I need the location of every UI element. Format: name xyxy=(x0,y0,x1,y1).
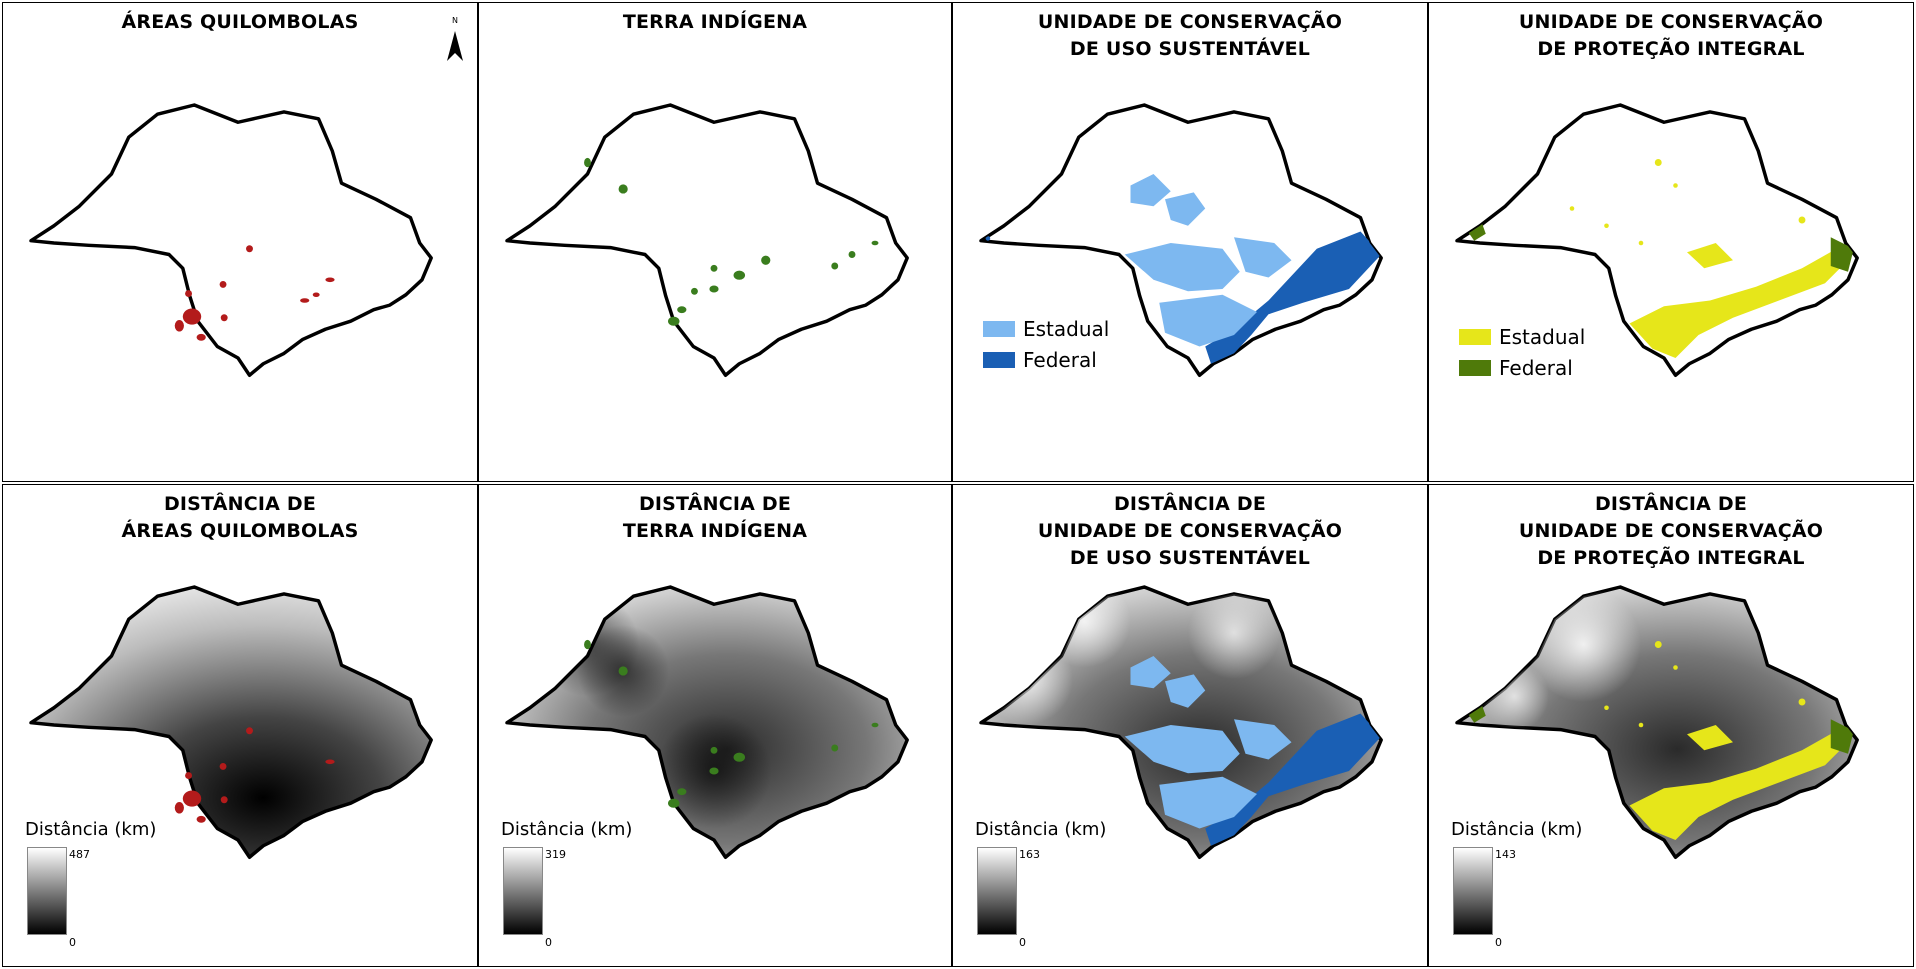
panel-title: ÁREAS QUILOMBOLAS xyxy=(121,11,359,33)
panel-terra-indigena: TERRA INDÍGENA xyxy=(478,2,952,482)
distance-map-terra-indigena xyxy=(505,585,909,859)
ramp-max-label: 319 xyxy=(545,848,566,861)
ramp-min-label: 0 xyxy=(1495,936,1502,949)
ramp-min-label: 0 xyxy=(545,936,552,949)
sustainable-use-features xyxy=(985,174,1382,364)
map-uc-uso-sustentavel xyxy=(979,103,1383,377)
panel-areas-quilombolas: ÁREAS QUILOMBOLAS N xyxy=(2,2,478,482)
ramp-title: Distância (km) xyxy=(975,819,1107,840)
legend-item-federal: Federal xyxy=(983,344,1109,375)
legend: Estadual Federal xyxy=(983,313,1109,375)
panel-distancia-terra-indigena: DISTÂNCIA DE TERRA INDÍGENA Distância (k… xyxy=(478,484,952,967)
indigenous-features xyxy=(584,157,879,326)
panel-title: DISTÂNCIA DE TERRA INDÍGENA xyxy=(622,493,808,542)
distance-color-ramp xyxy=(27,847,67,935)
panel-title: DISTÂNCIA DE UNIDADE DE CONSERVAÇÃO DE U… xyxy=(1037,493,1343,569)
map-uc-protecao-integral xyxy=(1455,103,1859,377)
map-quilombolas xyxy=(29,103,433,377)
ramp-min-label: 0 xyxy=(1019,936,1026,949)
quilombola-features xyxy=(174,245,335,341)
panel-title: DISTÂNCIA DE ÁREAS QUILOMBOLAS xyxy=(121,493,359,542)
panel-distancia-quilombolas: DISTÂNCIA DE ÁREAS QUILOMBOLAS Distância… xyxy=(2,484,478,967)
ramp-title: Distância (km) xyxy=(501,819,633,840)
ramp-title: Distância (km) xyxy=(1451,819,1583,840)
distance-map-uc-protecao-integral xyxy=(1455,585,1859,859)
legend: Estadual Federal xyxy=(1459,321,1585,383)
panel-distancia-uc-uso-sustentavel: DISTÂNCIA DE UNIDADE DE CONSERVAÇÃO DE U… xyxy=(952,484,1428,967)
ramp-max-label: 163 xyxy=(1019,848,1040,861)
panel-title: DISTÂNCIA DE UNIDADE DE CONSERVAÇÃO DE P… xyxy=(1518,493,1824,569)
ramp-max-label: 487 xyxy=(69,848,90,861)
legend-item-federal: Federal xyxy=(1459,352,1585,383)
distance-color-ramp xyxy=(1453,847,1493,935)
panel-title: UNIDADE DE CONSERVAÇÃO DE USO SUSTENTÁVE… xyxy=(1037,11,1343,60)
legend-swatch xyxy=(1459,328,1491,345)
ramp-title: Distância (km) xyxy=(25,819,157,840)
legend-swatch xyxy=(983,320,1015,337)
quilombola-features xyxy=(174,727,335,823)
legend-item-estadual: Estadual xyxy=(1459,321,1585,352)
panel-uc-protecao-integral: UNIDADE DE CONSERVAÇÃO DE PROTEÇÃO INTEG… xyxy=(1428,2,1914,482)
legend-swatch xyxy=(1459,359,1491,376)
integral-protection-features xyxy=(1466,137,1854,358)
north-arrow-icon: N xyxy=(447,16,463,61)
map-terra-indigena xyxy=(505,103,909,377)
ramp-max-label: 143 xyxy=(1495,848,1516,861)
panel-uc-uso-sustentavel: UNIDADE DE CONSERVAÇÃO DE USO SUSTENTÁVE… xyxy=(952,2,1428,482)
panel-title: UNIDADE DE CONSERVAÇÃO DE PROTEÇÃO INTEG… xyxy=(1518,11,1824,60)
indigenous-features xyxy=(584,639,879,808)
panel-title: TERRA INDÍGENA xyxy=(622,11,808,33)
legend-swatch xyxy=(983,351,1015,368)
svg-text:N: N xyxy=(452,16,458,25)
distance-map-uc-uso-sustentavel xyxy=(979,585,1383,859)
panel-distancia-uc-protecao-integral: DISTÂNCIA DE UNIDADE DE CONSERVAÇÃO DE P… xyxy=(1428,484,1914,967)
ramp-min-label: 0 xyxy=(69,936,76,949)
distance-color-ramp xyxy=(503,847,543,935)
legend-item-estadual: Estadual xyxy=(983,313,1109,344)
distance-map-quilombolas xyxy=(29,585,433,859)
distance-color-ramp xyxy=(977,847,1017,935)
